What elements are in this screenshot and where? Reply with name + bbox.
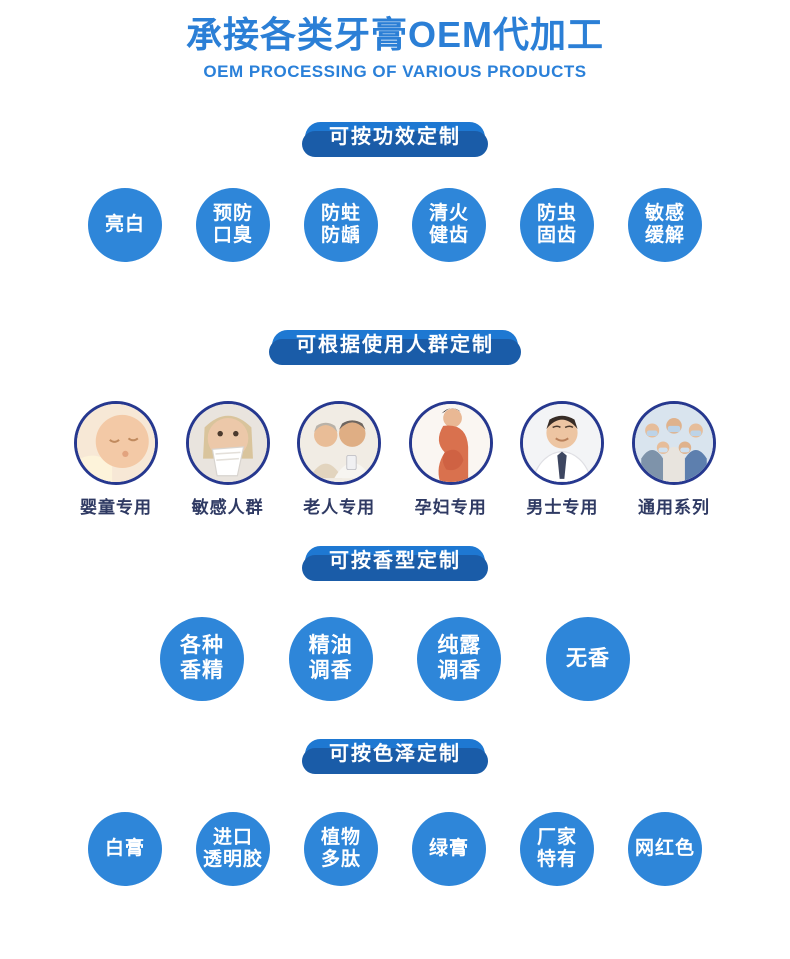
man-in-shirt-tie-photo: [520, 400, 605, 485]
circle-line: 进口: [212, 826, 253, 848]
audience-item-sensitive: 敏感人群: [182, 400, 274, 518]
audience-item-baby: 婴童专用: [70, 400, 162, 518]
group-of-people-illustration: [634, 403, 713, 482]
page-subtitle: OEM PROCESSING OF VARIOUS PRODUCTS: [203, 61, 587, 81]
efficacy-circle-whitening: 亮白: [88, 187, 162, 262]
audience-item-men: 男士专用: [516, 400, 608, 518]
circle-line: 透明胶: [202, 848, 263, 870]
person-blowing-nose-photo: [185, 400, 270, 485]
circle-line: 防蛀: [320, 202, 361, 224]
circle-line: 健齿: [428, 224, 469, 246]
circle-line: 植物: [320, 826, 361, 848]
elderly-couple-illustration: [300, 403, 379, 482]
circle-line: 白膏: [104, 837, 145, 859]
flavor-circle-hydrosol: 纯露 调香: [417, 616, 502, 701]
audience-item-elderly: 老人专用: [293, 400, 385, 518]
person-blowing-nose-illustration: [188, 403, 267, 482]
circle-line: 防龋: [320, 224, 361, 246]
circle-line: 网红色: [634, 837, 695, 859]
circle-line: 特有: [536, 848, 577, 870]
color-circle-plant-peptide: 植物 多肽: [304, 811, 378, 886]
circle-line: 厂家: [536, 826, 577, 848]
audience-label: 通用系列: [637, 497, 710, 517]
color-circle-row: 白膏 进口 透明胶 植物 多肽 绿膏 厂家 特有 网红色: [0, 811, 790, 886]
circle-line: 清火: [428, 202, 469, 224]
circle-line: 纯露: [437, 634, 482, 658]
man-in-shirt-tie-illustration: [523, 403, 602, 482]
circle-line: 各种: [180, 634, 224, 658]
pregnant-woman-illustration: [411, 403, 490, 482]
color-banner: 可按色泽定制: [302, 738, 488, 774]
color-circle-trendy-color: 网红色: [628, 811, 702, 886]
audience-label: 敏感人群: [191, 497, 264, 517]
audience-section-header: 可根据使用人群定制: [0, 329, 790, 365]
group-of-people-photo: [631, 400, 716, 485]
efficacy-section-header: 可按功效定制: [0, 121, 790, 157]
efficacy-circle-anti-cavity: 防蛀 防龋: [304, 187, 378, 262]
audience-label: 男士专用: [526, 497, 599, 517]
flavor-circle-various-essences: 各种 香精: [160, 616, 244, 701]
flavor-banner: 可按香型定制: [302, 545, 488, 581]
efficacy-circle-row: 亮白 预防 口臭 防蛀 防龋 清火 健齿 防虫 固齿 敏感 缓解: [0, 187, 790, 262]
color-circle-green-paste: 绿膏: [412, 811, 486, 886]
circle-line: 预防: [212, 202, 253, 224]
circle-line: 精油: [308, 634, 353, 658]
color-circle-imported-clear-gel: 进口 透明胶: [196, 811, 270, 886]
audience-label: 孕妇专用: [414, 497, 487, 517]
audience-label: 老人专用: [303, 497, 376, 517]
efficacy-circle-gum-health: 清火 健齿: [412, 187, 486, 262]
audience-banner: 可根据使用人群定制: [269, 329, 521, 365]
audience-label: 婴童专用: [80, 497, 152, 517]
color-circle-white-paste: 白膏: [88, 811, 162, 886]
circle-line: 亮白: [104, 213, 145, 235]
circle-line: 多肽: [320, 848, 361, 870]
color-section-header: 可按色泽定制: [0, 738, 790, 774]
circle-line: 口臭: [212, 224, 253, 246]
elderly-couple-photo: [297, 400, 382, 485]
flavor-circle-fragrance-free: 无香: [545, 616, 630, 701]
efficacy-circle-sensitivity-relief: 敏感 缓解: [628, 187, 702, 262]
circle-line: 调香: [308, 658, 353, 682]
circle-line: 无香: [565, 646, 610, 670]
circle-line: 香精: [180, 658, 224, 682]
circle-line: 防虫: [536, 202, 577, 224]
efficacy-circle-bad-breath: 预防 口臭: [196, 187, 270, 262]
audience-item-general: 通用系列: [628, 400, 720, 518]
circle-line: 固齿: [536, 224, 577, 246]
flavor-circle-essential-oil: 精油 调香: [288, 616, 373, 701]
page-title: 承接各类牙膏OEM代加工: [185, 14, 604, 55]
audience-item-pregnant: 孕妇专用: [405, 400, 497, 518]
circle-line: 缓解: [644, 224, 685, 246]
circle-line: 调香: [437, 658, 482, 682]
efficacy-circle-tooth-firming: 防虫 固齿: [520, 187, 594, 262]
flavor-circle-row: 各种 香精 精油 调香 纯露 调香 无香: [0, 616, 790, 701]
sleeping-baby-illustration: [77, 403, 155, 482]
flavor-section-header: 可按香型定制: [0, 545, 790, 581]
circle-line: 绿膏: [428, 837, 469, 859]
sleeping-baby-photo: [74, 400, 158, 485]
pregnant-woman-photo: [408, 400, 493, 485]
audience-photo-row: 婴童专用 敏感人群: [0, 400, 790, 518]
circle-line: 敏感: [644, 202, 685, 224]
color-circle-factory-exclusive: 厂家 特有: [520, 811, 594, 886]
efficacy-banner: 可按功效定制: [302, 121, 488, 157]
